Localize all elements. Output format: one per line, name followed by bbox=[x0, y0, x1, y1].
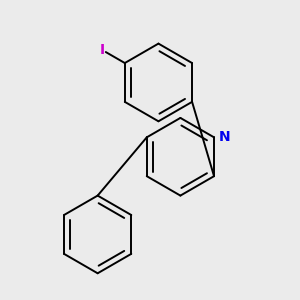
Text: N: N bbox=[219, 130, 231, 144]
Text: I: I bbox=[100, 43, 105, 57]
